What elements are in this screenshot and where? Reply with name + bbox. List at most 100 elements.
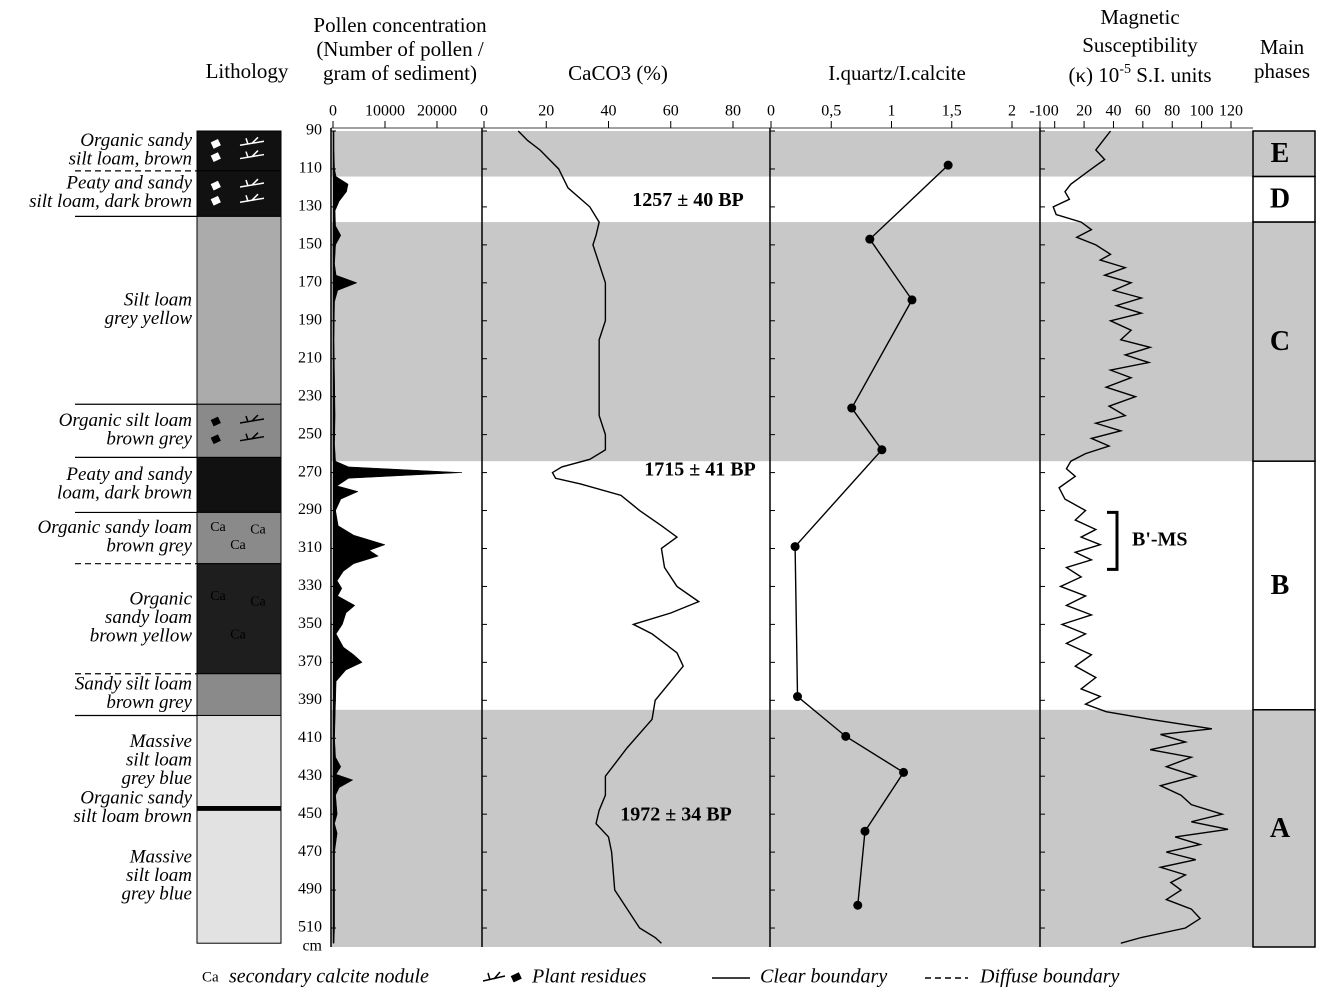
x-tick-label: 20 bbox=[1076, 103, 1092, 120]
nodule-label: Ca bbox=[210, 589, 226, 604]
lithology-label: brown grey bbox=[106, 536, 192, 557]
plant-icon bbox=[239, 414, 265, 424]
depth-tick-label: 430 bbox=[298, 767, 322, 784]
depth-tick-label: 370 bbox=[298, 653, 322, 670]
lithology-label: Massive bbox=[129, 731, 192, 752]
data-point bbox=[793, 692, 803, 702]
lithology-label: Peaty and sandy bbox=[65, 173, 192, 194]
lithology-label: silt loam bbox=[126, 749, 192, 770]
phase-band bbox=[331, 131, 1253, 177]
x-tick-label: 0 bbox=[329, 103, 337, 120]
lithology-layer bbox=[196, 563, 282, 675]
nodule-label: Ca bbox=[230, 627, 246, 642]
x-tick-label: 60 bbox=[1135, 103, 1151, 120]
depth-tick-label: 310 bbox=[298, 539, 322, 556]
depth-tick-label: 250 bbox=[298, 425, 322, 442]
x-tick-label: 1 bbox=[888, 103, 896, 120]
depth-tick-label: 110 bbox=[299, 160, 322, 177]
plant-icon bbox=[239, 136, 265, 147]
lithology-layer bbox=[196, 714, 282, 808]
x-tick-label: 0,5 bbox=[821, 103, 841, 120]
nodule-label: Ca bbox=[230, 538, 246, 553]
lithology-label: Organic bbox=[129, 589, 192, 610]
lithology-label: brown grey bbox=[106, 428, 192, 449]
legend-plant bbox=[482, 971, 506, 982]
data-point bbox=[899, 767, 909, 777]
data-point bbox=[790, 542, 800, 552]
lithology-label: loam, dark brown bbox=[57, 483, 192, 504]
data-point bbox=[877, 445, 887, 455]
lithology-label: Organic sandy loam bbox=[38, 517, 192, 538]
depth-tick-label: 450 bbox=[298, 805, 322, 822]
depth-tick-label: 350 bbox=[298, 615, 322, 632]
lithology-label: grey blue bbox=[121, 884, 192, 905]
lithology-label: Massive bbox=[129, 847, 192, 868]
lithology-layer bbox=[196, 673, 282, 716]
x-tick-label: 0 bbox=[1051, 103, 1059, 120]
lithology-label: Organic silt loam bbox=[59, 410, 192, 431]
x-tick-label: 20000 bbox=[417, 103, 457, 120]
lithology-label: grey yellow bbox=[105, 308, 193, 329]
data-point bbox=[853, 900, 863, 910]
profile-line bbox=[1052, 130, 1229, 944]
x-tick-label: 40 bbox=[601, 103, 617, 120]
x-tick-label: 0 bbox=[767, 103, 775, 120]
x-tick-label: 80 bbox=[725, 103, 741, 120]
depth-tick-label: 510 bbox=[298, 919, 322, 936]
x-tick-label: 0 bbox=[480, 103, 488, 120]
lithology-layer bbox=[196, 170, 282, 217]
lithology-label: brown yellow bbox=[90, 626, 193, 647]
depth-tick-label: 390 bbox=[298, 691, 322, 708]
data-point bbox=[865, 234, 875, 244]
x-tick-label: 20 bbox=[538, 103, 554, 120]
x-tick-label: 60 bbox=[663, 103, 679, 120]
nodule-label: Ca bbox=[250, 594, 266, 609]
legend-text: Clear boundary bbox=[760, 966, 887, 988]
lithology-label: brown grey bbox=[106, 692, 192, 713]
legend-text: Diffuse boundary bbox=[979, 966, 1120, 988]
unit-part: S.I. units bbox=[1131, 63, 1212, 87]
depth-tick-label: 410 bbox=[298, 729, 322, 746]
residue-icon bbox=[210, 195, 221, 206]
x-tick-label: 100 bbox=[1190, 103, 1214, 120]
data-point bbox=[847, 403, 857, 413]
unit-part: (κ) 10 bbox=[1068, 63, 1119, 87]
residue-icon bbox=[210, 416, 221, 427]
date-annotation: 1972 ± 34 BP bbox=[620, 804, 732, 826]
x-tick-label: 120 bbox=[1219, 103, 1243, 120]
panel-title: gram of sediment) bbox=[323, 61, 477, 85]
profile-line bbox=[517, 130, 701, 944]
lithology-layer bbox=[196, 215, 282, 405]
depth-tick-label: 290 bbox=[298, 501, 322, 518]
lithology-label: silt loam bbox=[126, 865, 192, 886]
depth-tick-label: 210 bbox=[298, 349, 322, 366]
residue-icon bbox=[210, 152, 221, 162]
residue-icon bbox=[210, 138, 221, 149]
lithology-title: Lithology bbox=[206, 59, 289, 83]
phases-title: Main bbox=[1260, 35, 1305, 59]
x-tick-label: 80 bbox=[1164, 103, 1180, 120]
lithology-layer bbox=[196, 809, 282, 944]
data-point bbox=[841, 731, 851, 741]
lithology-layer bbox=[196, 403, 282, 458]
panel-title: I.quartz/I.calcite bbox=[828, 61, 966, 85]
pollen-area bbox=[332, 130, 462, 944]
lithology-layer bbox=[196, 456, 282, 513]
plant-icon bbox=[239, 178, 265, 188]
bracket bbox=[1107, 510, 1119, 571]
lithology-label: Organic sandy bbox=[80, 788, 192, 809]
depth-tick-label: 470 bbox=[298, 843, 322, 860]
residue-icon bbox=[210, 434, 221, 445]
x-tick-label: 10000 bbox=[365, 103, 405, 120]
lithology-label: silt loam, dark brown bbox=[29, 191, 192, 212]
depth-tick-label: 230 bbox=[298, 387, 322, 404]
depth-tick-label: 90 bbox=[306, 122, 322, 139]
panel-title: Susceptibility bbox=[1082, 33, 1198, 57]
unit-part: -5 bbox=[1119, 62, 1131, 77]
phase-band bbox=[331, 709, 1253, 947]
data-point bbox=[907, 295, 917, 305]
lithology-label: Organic sandy bbox=[80, 130, 192, 151]
phase-box bbox=[1252, 175, 1316, 223]
data-point bbox=[943, 160, 953, 170]
